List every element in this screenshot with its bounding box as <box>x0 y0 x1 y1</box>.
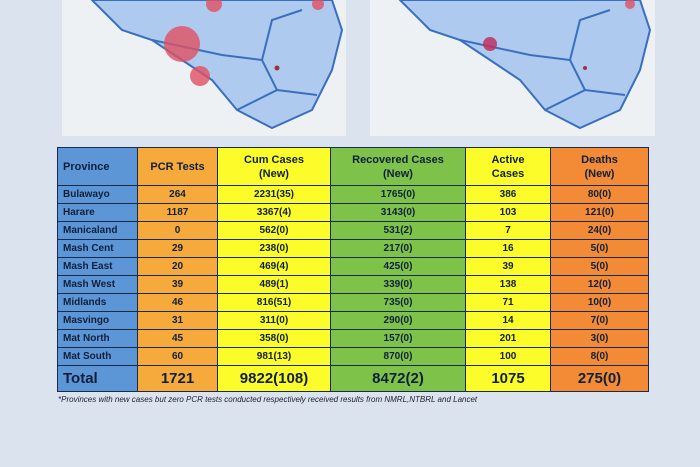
table-row-cell: Mash East <box>57 257 138 276</box>
table-row-cell: 3143(0) <box>330 203 466 222</box>
table-row-cell: 5(0) <box>550 239 649 258</box>
table-row-cell: 1187 <box>137 203 218 222</box>
table-row: Mash East 20 469(4) 425(0) 39 5(0) <box>57 257 649 276</box>
total-row-cell: 9822(108) <box>217 365 331 392</box>
table-row-cell: 201 <box>465 329 551 348</box>
table-row: Mat South 60 981(13) 870(0) 100 8(0) <box>57 347 649 366</box>
table-row-cell: 2231(35) <box>217 185 331 204</box>
total-row-cell: Total <box>57 365 138 392</box>
header-row: Province PCR Tests Cum Cases (New) Recovere… <box>57 147 649 186</box>
table-row-cell: 71 <box>465 293 551 312</box>
header-row-cell: PCR Tests <box>137 147 218 186</box>
table-row-cell: 386 <box>465 185 551 204</box>
table-row-cell: 39 <box>137 275 218 294</box>
table-row-cell: 45 <box>137 329 218 348</box>
table-row-cell: 339(0) <box>330 275 466 294</box>
table-row-cell: 3(0) <box>550 329 649 348</box>
table-row-cell: Mat South <box>57 347 138 366</box>
table-row-cell: 24(0) <box>550 221 649 240</box>
table-row-cell: Mat North <box>57 329 138 348</box>
table-row-cell: 425(0) <box>330 257 466 276</box>
table-row-cell: 100 <box>465 347 551 366</box>
table-row-cell: 14 <box>465 311 551 330</box>
table-row-cell: 60 <box>137 347 218 366</box>
table-row-cell: 16 <box>465 239 551 258</box>
header-row-cell: Active Cases <box>465 147 551 186</box>
table-row-cell: 31 <box>137 311 218 330</box>
table-row-cell: 8(0) <box>550 347 649 366</box>
total-row-cell: 1075 <box>465 365 551 392</box>
total-row-cell: 275(0) <box>550 365 649 392</box>
table-row-cell: 20 <box>137 257 218 276</box>
table-row-cell: 735(0) <box>330 293 466 312</box>
table-row: Harare 1187 3367(4) 3143(0) 103 121(0) <box>57 203 649 222</box>
table-row: Bulawayo 264 2231(35) 1765(0) 386 80(0) <box>57 185 649 204</box>
table-row-cell: Mash Cent <box>57 239 138 258</box>
table-row-cell: 816(51) <box>217 293 331 312</box>
table-row-cell: 10(0) <box>550 293 649 312</box>
table-row-cell: 103 <box>465 203 551 222</box>
table-row-cell: Masvingo <box>57 311 138 330</box>
total-row: Total 1721 9822(108) 8472(2) 1075 275(0) <box>57 365 649 392</box>
table-row-cell: 7 <box>465 221 551 240</box>
table-row-cell: Midlands <box>57 293 138 312</box>
table-row-cell: Manicaland <box>57 221 138 240</box>
table-row-cell: 12(0) <box>550 275 649 294</box>
data-table: Province PCR Tests Cum Cases (New) Recovere… <box>57 147 649 392</box>
table-row-cell: 121(0) <box>550 203 649 222</box>
table-row-cell: 157(0) <box>330 329 466 348</box>
table-row: Mat North 45 358(0) 157(0) 201 3(0) <box>57 329 649 348</box>
table-row-cell: Mash West <box>57 275 138 294</box>
table-row-cell: 489(1) <box>217 275 331 294</box>
table-row: Mash Cent 29 238(0) 217(0) 16 5(0) <box>57 239 649 258</box>
table-row: Mash West 39 489(1) 339(0) 138 12(0) <box>57 275 649 294</box>
table-row-cell: 0 <box>137 221 218 240</box>
table-row: Masvingo 31 311(0) 290(0) 14 7(0) <box>57 311 649 330</box>
table-row-cell: 981(13) <box>217 347 331 366</box>
table-row-cell: 358(0) <box>217 329 331 348</box>
table-row-cell: 311(0) <box>217 311 331 330</box>
footnote: *Provinces with new cases but zero PCR t… <box>58 395 478 404</box>
table-row-cell: Bulawayo <box>57 185 138 204</box>
table-row-cell: Harare <box>57 203 138 222</box>
header-row-cell: Cum Cases (New) <box>217 147 331 186</box>
table-row-cell: 531(2) <box>330 221 466 240</box>
table-row-cell: 5(0) <box>550 257 649 276</box>
table-row-cell: 290(0) <box>330 311 466 330</box>
map-left <box>62 0 346 136</box>
table-row-cell: 217(0) <box>330 239 466 258</box>
table-row-cell: 3367(4) <box>217 203 331 222</box>
total-row-cell: 8472(2) <box>330 365 466 392</box>
table-row-cell: 870(0) <box>330 347 466 366</box>
header-row-cell: Deaths (New) <box>550 147 649 186</box>
table-row-cell: 138 <box>465 275 551 294</box>
table-row-cell: 80(0) <box>550 185 649 204</box>
table-row-cell: 39 <box>465 257 551 276</box>
map-right <box>370 0 655 136</box>
table-row: Manicaland 0 562(0) 531(2) 7 24(0) <box>57 221 649 240</box>
total-row-cell: 1721 <box>137 365 218 392</box>
table-row-cell: 1765(0) <box>330 185 466 204</box>
table-row-cell: 469(4) <box>217 257 331 276</box>
header-row-cell: Recovered Cases (New) <box>330 147 466 186</box>
table-row-cell: 29 <box>137 239 218 258</box>
table-row-cell: 562(0) <box>217 221 331 240</box>
table-row-cell: 264 <box>137 185 218 204</box>
table-row-cell: 46 <box>137 293 218 312</box>
table-row: Midlands 46 816(51) 735(0) 71 10(0) <box>57 293 649 312</box>
header-row-cell: Province <box>57 147 138 186</box>
table-row-cell: 238(0) <box>217 239 331 258</box>
table-row-cell: 7(0) <box>550 311 649 330</box>
